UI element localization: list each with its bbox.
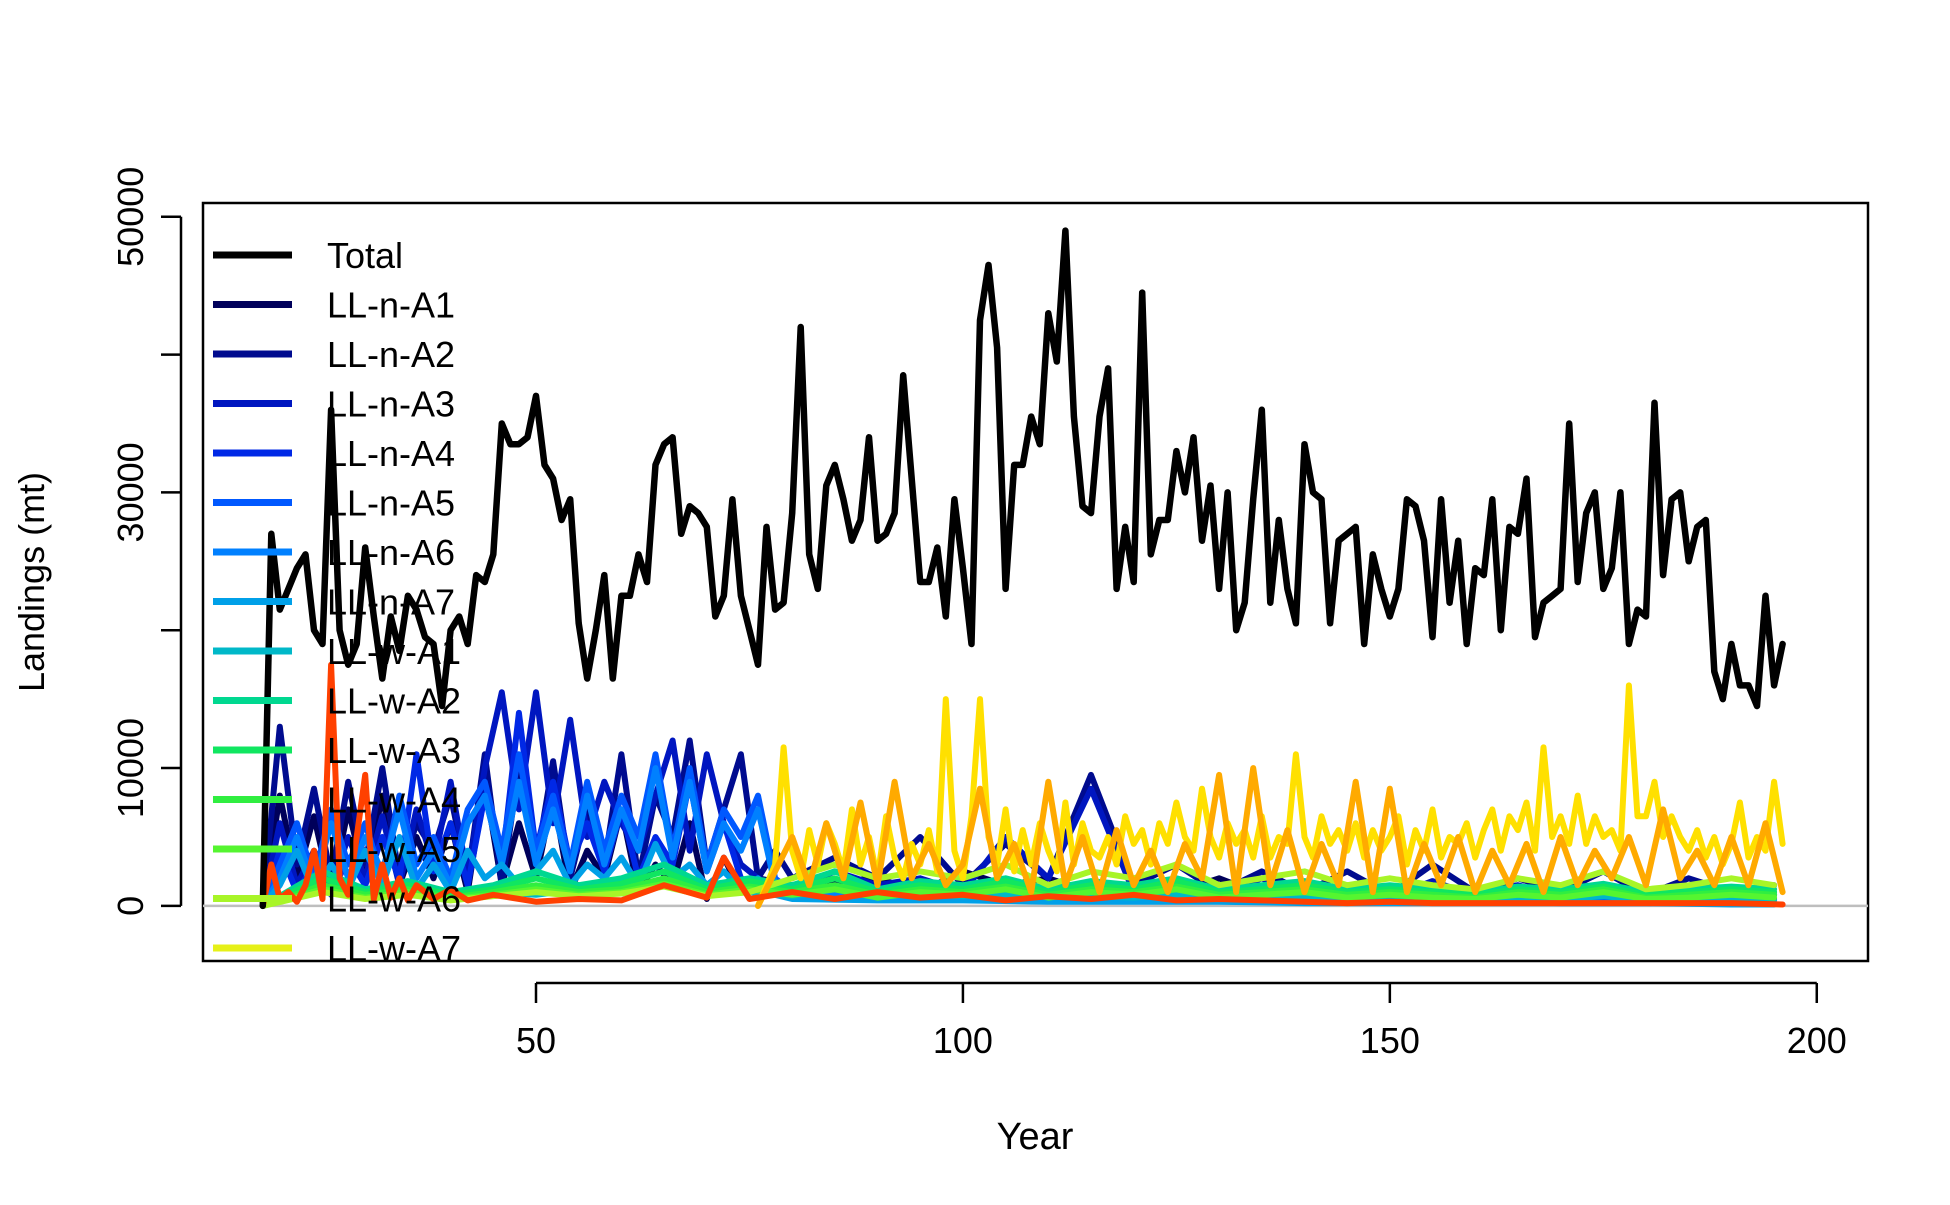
legend-label: Total bbox=[327, 235, 403, 276]
x-tick-label: 200 bbox=[1787, 1020, 1847, 1061]
legend-item: LL-w-A2 bbox=[213, 681, 461, 722]
y-axis-title: Landings (mt) bbox=[11, 472, 52, 692]
legend-item: LL-n-A1 bbox=[213, 285, 455, 326]
y-tick-label: 50000 bbox=[110, 167, 151, 267]
x-tick-label: 50 bbox=[516, 1020, 556, 1061]
x-axis-title: Year bbox=[997, 1116, 1074, 1158]
y-tick-label: 10000 bbox=[110, 718, 151, 818]
legend-item: LL-n-A7 bbox=[213, 582, 455, 623]
legend-label: LL-n-A3 bbox=[327, 384, 455, 425]
legend-label: LL-n-A4 bbox=[327, 433, 455, 474]
series-line-unlabeled-16 bbox=[259, 661, 1786, 909]
legend-label: LL-w-A5 bbox=[327, 829, 461, 870]
legend-label: LL-w-A1 bbox=[327, 631, 461, 672]
legend-label: LL-w-A4 bbox=[327, 780, 461, 821]
legend-item: LL-n-A2 bbox=[213, 334, 455, 375]
legend-item: LL-w-A7 bbox=[213, 928, 461, 969]
legend-item: Total bbox=[213, 235, 403, 276]
legend-item: LL-w-A3 bbox=[213, 730, 461, 771]
y-tick-label: 30000 bbox=[110, 442, 151, 542]
legend-item: LL-w-A5 bbox=[213, 829, 461, 870]
legend-item: LL-w-A4 bbox=[213, 780, 461, 821]
legend-item: LL-n-A3 bbox=[213, 384, 455, 425]
legend-label: LL-n-A1 bbox=[327, 285, 455, 326]
series-line-unlabeled-15 bbox=[755, 765, 1786, 909]
legend-item: LL-n-A4 bbox=[213, 433, 455, 474]
legend-label: LL-w-A7 bbox=[327, 928, 461, 969]
legend: Total LL-n-A1 LL-n-A2 LL-n-A3 LL-n-A4 LL-n-A5… bbox=[213, 235, 461, 969]
series-line-total bbox=[259, 227, 1786, 910]
legend-label: LL-w-A6 bbox=[327, 879, 461, 920]
legend-label: LL-n-A5 bbox=[327, 483, 455, 524]
x-tick-label: 100 bbox=[933, 1020, 993, 1061]
axes-layer: 50 100 150 200 0 10000 30000 50000 bbox=[110, 167, 1847, 1061]
legend-label: LL-w-A2 bbox=[327, 681, 461, 722]
legend-label: LL-n-A7 bbox=[327, 582, 455, 623]
legend-item: LL-w-A6 bbox=[213, 879, 461, 920]
legend-item: LL-n-A5 bbox=[213, 483, 455, 524]
series-layer bbox=[203, 227, 1868, 910]
legend-label: LL-n-A2 bbox=[327, 334, 455, 375]
legend-label: LL-w-A3 bbox=[327, 730, 461, 771]
y-tick-label: 0 bbox=[110, 896, 151, 916]
legend-item: LL-n-A6 bbox=[213, 532, 455, 573]
x-tick-label: 150 bbox=[1360, 1020, 1420, 1061]
plot-frame bbox=[201, 201, 1870, 963]
legend-label: LL-n-A6 bbox=[327, 532, 455, 573]
legend-item: LL-w-A1 bbox=[213, 631, 461, 672]
